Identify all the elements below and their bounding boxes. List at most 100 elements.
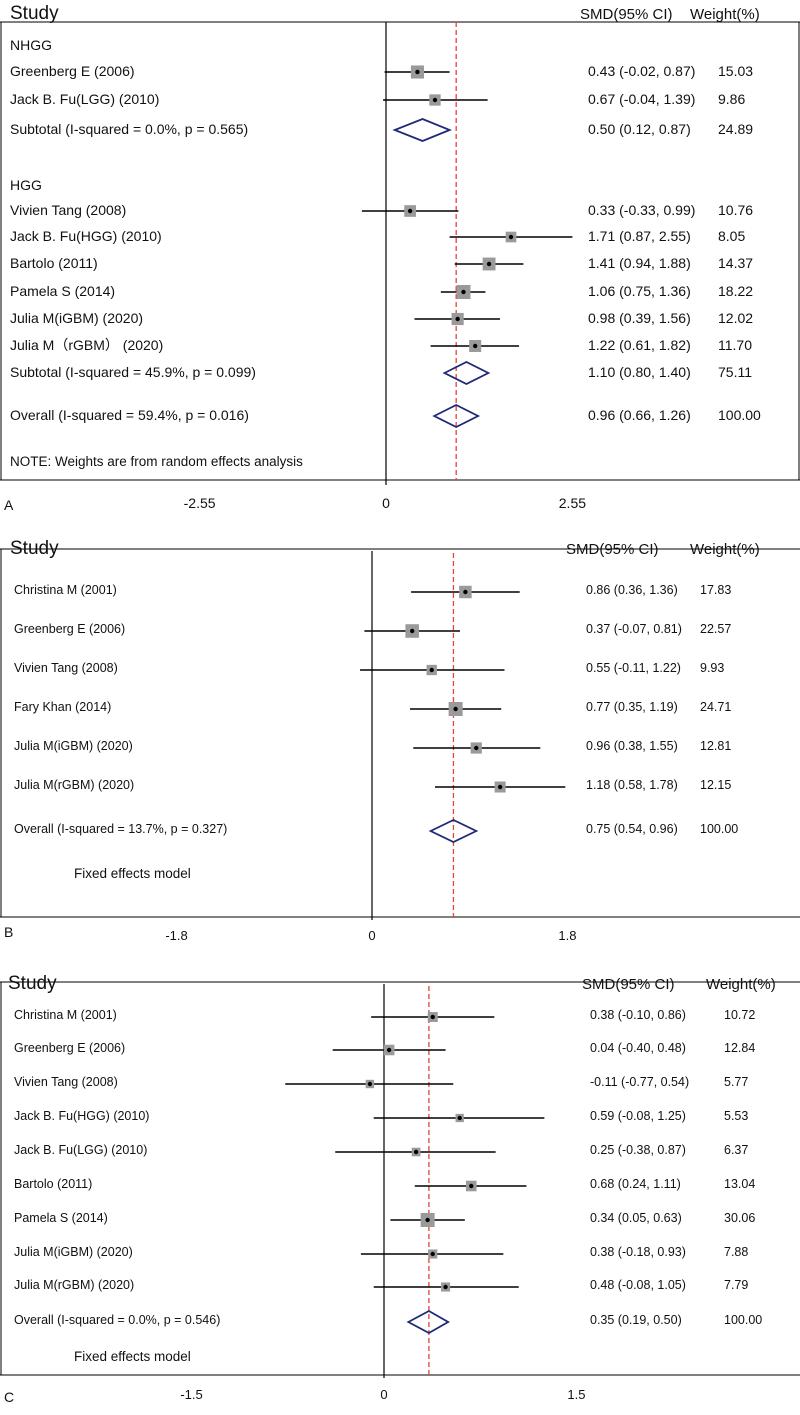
weight-value: 9.86 bbox=[718, 91, 746, 107]
study-column-header: Study bbox=[10, 538, 59, 559]
smd-ci-value: 0.38 (-0.18, 0.93) bbox=[590, 1245, 686, 1259]
smd-ci-value: 0.98 (0.39, 1.56) bbox=[588, 310, 691, 326]
overall-label: Overall (I-squared = 0.0%, p = 0.546) bbox=[14, 1313, 221, 1327]
point-estimate bbox=[463, 589, 468, 595]
study-label: Julia M（rGBM） (2020) bbox=[10, 337, 164, 353]
point-estimate bbox=[429, 667, 434, 673]
study-label: Julia M(rGBM) (2020) bbox=[14, 778, 135, 792]
weight-value: 12.15 bbox=[700, 778, 732, 792]
smd-ci-value: 0.34 (0.05, 0.63) bbox=[590, 1211, 682, 1225]
smd-ci-value: 0.37 (-0.07, 0.81) bbox=[586, 622, 682, 636]
study-label: Jack B. Fu(HGG) (2010) bbox=[14, 1109, 150, 1123]
smd-ci-value: 0.04 (-0.40, 0.48) bbox=[590, 1041, 686, 1055]
smd-ci-value: 0.96 (0.38, 1.55) bbox=[586, 739, 678, 753]
weight-value: 17.83 bbox=[700, 583, 732, 597]
study-label: Vivien Tang (2008) bbox=[14, 661, 118, 675]
weight-value: 5.77 bbox=[724, 1075, 749, 1089]
study-label: Greenberg E (2006) bbox=[14, 622, 126, 636]
weight-value: 30.06 bbox=[724, 1211, 756, 1225]
panel-label: C bbox=[4, 1389, 15, 1405]
weight-value: 15.03 bbox=[718, 63, 754, 79]
weight-value: 10.72 bbox=[724, 1008, 756, 1022]
point-estimate bbox=[453, 706, 458, 712]
smd-ci-value: 0.68 (0.24, 1.11) bbox=[590, 1177, 681, 1191]
study-label: Julia M(iGBM) (2020) bbox=[10, 310, 144, 326]
forest-plot-panel-c: Study SMD(95% CI) Weight(%) Christina M (20… bbox=[0, 960, 800, 1415]
panel-label: A bbox=[4, 497, 14, 513]
weight-value: 6.37 bbox=[724, 1143, 749, 1157]
weight-value: 14.37 bbox=[718, 255, 754, 271]
x-tick-label: 1.5 bbox=[567, 1387, 586, 1402]
point-estimate bbox=[367, 1081, 373, 1087]
smd-ci-value: 0.77 (0.35, 1.19) bbox=[586, 700, 678, 714]
point-estimate bbox=[386, 1047, 392, 1053]
study-label: Julia M(rGBM) (2020) bbox=[14, 1278, 135, 1292]
weight-value: 8.05 bbox=[718, 228, 746, 244]
model-note: NOTE: Weights are from random effects an… bbox=[10, 454, 303, 469]
point-estimate bbox=[469, 1183, 474, 1189]
point-estimate bbox=[430, 1251, 435, 1257]
overall-label: Overall (I-squared = 59.4%, p = 0.016) bbox=[10, 407, 249, 423]
study-label: Julia M(iGBM) (2020) bbox=[14, 1245, 133, 1259]
weight-value: 7.79 bbox=[724, 1278, 749, 1292]
weight-value: 75.11 bbox=[718, 364, 752, 380]
study-label: Greenberg E (2006) bbox=[10, 63, 135, 79]
smd-ci-value: 0.75 (0.54, 0.96) bbox=[586, 822, 678, 836]
weight-value: 12.84 bbox=[724, 1041, 756, 1055]
study-label: Jack B. Fu(LGG) (2010) bbox=[14, 1143, 148, 1157]
model-note: Fixed effects model bbox=[74, 1349, 191, 1364]
point-estimate bbox=[425, 1217, 430, 1223]
study-label: Bartolo (2011) bbox=[10, 255, 98, 271]
point-estimate bbox=[508, 234, 514, 240]
smd-ci-value: 1.10 (0.80, 1.40) bbox=[588, 364, 691, 380]
smd-ci-value: 1.41 (0.94, 1.88) bbox=[588, 255, 691, 271]
smd-ci-value: 0.86 (0.36, 1.36) bbox=[586, 583, 678, 597]
overall-label: Overall (I-squared = 13.7%, p = 0.327) bbox=[14, 822, 228, 836]
point-estimate bbox=[432, 97, 438, 103]
smd-ci-value: 0.35 (0.19, 0.50) bbox=[590, 1313, 682, 1327]
smd-ci-value: 0.48 (-0.08, 1.05) bbox=[590, 1278, 686, 1292]
point-estimate bbox=[415, 69, 420, 75]
overall-diamond bbox=[406, 1309, 450, 1335]
study-label: Jack B. Fu(HGG) (2010) bbox=[10, 228, 162, 244]
smd-ci-value: 0.43 (-0.02, 0.87) bbox=[588, 63, 696, 79]
smd-ci-value: 0.50 (0.12, 0.87) bbox=[588, 121, 691, 137]
overall-diamond bbox=[428, 819, 479, 843]
study-label: Pamela S (2014) bbox=[14, 1211, 108, 1225]
smd-ci-value: -0.11 (-0.77, 0.54) bbox=[590, 1075, 690, 1089]
smd-ci-value: 1.71 (0.87, 2.55) bbox=[588, 228, 691, 244]
weight-value: 13.04 bbox=[724, 1177, 756, 1191]
weight-column-header: Weight(%) bbox=[706, 976, 776, 993]
subtotal-label: Subtotal (I-squared = 45.9%, p = 0.099) bbox=[10, 364, 256, 380]
study-column-header: Study bbox=[8, 973, 57, 994]
model-note: Fixed effects model bbox=[74, 866, 191, 881]
x-tick-label: 2.55 bbox=[558, 495, 587, 511]
weight-value: 18.22 bbox=[718, 283, 754, 299]
study-column-header: Study bbox=[10, 3, 59, 24]
weight-value: 12.02 bbox=[718, 310, 754, 326]
overall-diamond bbox=[432, 403, 481, 429]
forest-plot-panel-b: Study SMD(95% CI) Weight(%) Christina M (20… bbox=[0, 525, 800, 960]
smd-column-header: SMD(95% CI) bbox=[582, 976, 675, 993]
x-tick-label: -1.8 bbox=[165, 928, 188, 943]
point-estimate bbox=[472, 343, 478, 349]
point-estimate bbox=[474, 745, 479, 751]
weight-column-header: Weight(%) bbox=[690, 541, 760, 558]
smd-column-header: SMD(95% CI) bbox=[566, 541, 659, 558]
weight-value: 100.00 bbox=[700, 822, 739, 836]
weight-value: 9.93 bbox=[700, 661, 725, 675]
point-estimate bbox=[455, 316, 460, 322]
weight-column-header: Weight(%) bbox=[690, 6, 760, 23]
forest-plot-svg bbox=[0, 548, 800, 920]
forest-plot-svg bbox=[0, 21, 800, 485]
study-label: Fary Khan (2014) bbox=[14, 700, 112, 714]
weight-value: 5.53 bbox=[724, 1109, 749, 1123]
smd-ci-value: 0.33 (-0.33, 0.99) bbox=[588, 202, 696, 218]
smd-ci-value: 1.22 (0.61, 1.82) bbox=[588, 337, 691, 353]
point-estimate bbox=[443, 1284, 448, 1290]
forest-plot-svg bbox=[0, 981, 800, 1378]
subgroup-label: HGG bbox=[10, 177, 42, 193]
x-tick-label: -1.5 bbox=[180, 1387, 203, 1402]
study-label: Christina M (2001) bbox=[14, 1008, 117, 1022]
weight-value: 22.57 bbox=[700, 622, 732, 636]
